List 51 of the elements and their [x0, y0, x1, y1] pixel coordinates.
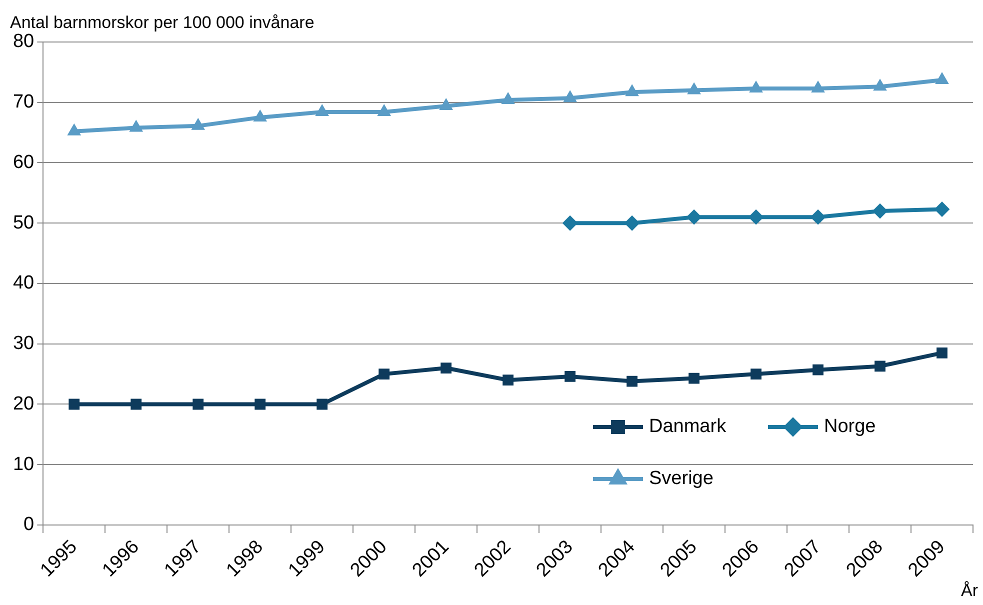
point [502, 92, 515, 104]
legend-label: Sverige [649, 468, 714, 490]
point [624, 216, 640, 231]
point [810, 210, 826, 225]
point [626, 376, 638, 387]
point [563, 90, 577, 102]
x-axis-title: År [961, 581, 978, 600]
legend-label: Norge [824, 416, 876, 438]
y-tick-label: 20 [12, 393, 34, 414]
y-tick-label: 30 [12, 333, 34, 354]
point [254, 110, 267, 122]
point [440, 362, 452, 374]
point [502, 374, 514, 386]
point [440, 98, 453, 110]
point [68, 398, 80, 410]
point [254, 398, 266, 410]
point [68, 124, 81, 136]
point [750, 368, 762, 380]
point [936, 347, 948, 358]
point [872, 204, 888, 219]
point [378, 104, 391, 116]
y-tick-label: 80 [12, 31, 34, 52]
point [688, 372, 700, 384]
y-axis-title: Antal barnmorskor per 100 000 invånare [10, 13, 314, 32]
point [935, 72, 949, 84]
point [192, 398, 204, 410]
point [686, 210, 702, 225]
y-tick-label: 70 [12, 92, 34, 113]
point [934, 202, 950, 217]
point [873, 79, 887, 91]
point [130, 120, 143, 132]
point [130, 398, 142, 410]
point [874, 360, 886, 372]
y-tick-label: 50 [12, 212, 34, 234]
y-tick-label: 0 [24, 514, 34, 536]
point [564, 371, 576, 382]
y-tick-label: 60 [12, 152, 34, 173]
point [378, 368, 390, 380]
point [748, 210, 764, 225]
point [812, 364, 824, 376]
point [687, 82, 701, 94]
point [316, 104, 329, 116]
point [316, 398, 328, 410]
point [192, 118, 205, 130]
legend-label: Danmark [649, 416, 727, 438]
point [811, 80, 825, 92]
y-tick-label: 10 [12, 454, 34, 475]
point [562, 216, 578, 231]
point [625, 84, 639, 96]
point [749, 80, 763, 92]
y-tick-label: 40 [12, 272, 34, 294]
